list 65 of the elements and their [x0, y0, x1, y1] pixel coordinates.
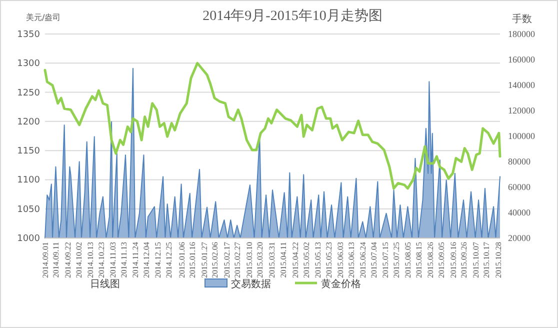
line-series [44, 62, 502, 190]
x-tick-label: 2014.10.23 [96, 242, 106, 278]
y-tick-label: 1300 [17, 59, 40, 70]
y2-axis-title: 手数 [512, 13, 532, 25]
x-tick-label: 2014.09.22 [64, 242, 73, 278]
x-tick-label: 2014.09.01 [41, 242, 50, 278]
y-tick-label: 1250 [17, 88, 40, 98]
x-tick-label: 2015.03.10 [244, 242, 254, 278]
y-tick-label: 1050 [17, 204, 40, 215]
x-tick-label: 2015.03.31 [267, 242, 276, 278]
legend-label: 交易数据 [231, 278, 271, 290]
y2-tick-label: 80000 [508, 156, 531, 166]
x-tick-label: 2015.01.27 [200, 242, 209, 278]
x-tick-label: 2014.10.13 [86, 242, 96, 278]
x-tick-label: 2015.09.16 [448, 242, 458, 278]
x-tick-label: 2015.08.15 [414, 242, 424, 278]
x-tick-label: 2014.12.15 [154, 242, 163, 278]
y2-tick-label: 140000 [508, 80, 536, 90]
x-tick-label: 2015.07.25 [392, 242, 401, 278]
y-tick-label: 1200 [17, 117, 40, 128]
x-tick-label: 2014.12.25 [164, 242, 174, 278]
x-tick-label: 2015.04.22 [291, 242, 300, 278]
x-tick-label: 2014.09.11 [52, 242, 61, 278]
x-tick-label: 2015.03.20 [256, 242, 265, 278]
y-tick-label: 1150 [17, 146, 40, 157]
y2-tick-label: 180000 [508, 29, 536, 39]
x-tick-label: 2015.05.23 [324, 242, 334, 278]
x-tick-label: 2015.10.17 [482, 242, 492, 278]
x-tick-label: 2015.06.24 [358, 242, 368, 278]
x-tick-label: 2015.05.13 [314, 242, 323, 278]
x-tick-label: 2014.11.24 [131, 242, 140, 278]
text: 日线图 [90, 278, 120, 290]
y2-tick-label: 100000 [508, 131, 536, 141]
x-tick-label: 2015.10.07 [471, 242, 480, 278]
x-tick-label: 2015.02.06 [210, 242, 220, 278]
x-tick-label: 2015.07.15 [381, 242, 390, 278]
y2-tick-label: 40000 [508, 208, 531, 218]
x-tick-label: 2015.08.05 [404, 242, 413, 278]
legend-label: 黄金价格 [321, 278, 361, 290]
x-tick-label: 2014.10.02 [74, 242, 84, 278]
x-tick-label: 2015.01.16 [188, 242, 198, 278]
x-tick-label: 2015.05.02 [302, 242, 311, 278]
x-tick-label: 2015.08.26 [426, 242, 436, 278]
x-tick-label: 2015.07.04 [369, 242, 378, 278]
y2-tick-label: 60000 [508, 182, 531, 192]
x-tick-label: 2015.02.17 [222, 242, 232, 278]
y2-tick-label: 20000 [508, 233, 531, 243]
y-tick-label: 1000 [17, 234, 40, 244]
x-tick-label: 2015.10.28 [494, 242, 503, 278]
x-tick-label: 2014.11.03 [108, 242, 118, 278]
x-tick-label: 2015.09.05 [436, 242, 446, 278]
x-tick-label: 2014.12.04 [142, 242, 151, 278]
y-tick-label: 1350 [17, 30, 40, 40]
x-tick-label: 2015.06.03 [336, 242, 346, 278]
x-tick-label: 2015.09.26 [460, 242, 469, 278]
y2-tick-label: 120000 [508, 106, 536, 116]
y2-tick-label: 160000 [508, 54, 536, 64]
chart-title: 2014年9月-2015年10月走势图 [202, 8, 382, 24]
y-axis-title: 美元/盎司 [26, 13, 61, 22]
x-tick-label: 2014.11.13 [119, 242, 128, 278]
x-tick-label: 2015.04.11 [279, 242, 288, 278]
x-tick-label: 2015.06.13 [346, 242, 356, 278]
x-tick-label: 2015.01.06 [177, 242, 186, 278]
y-tick-label: 1100 [17, 176, 40, 186]
x-tick-label: 2015.02.27 [233, 242, 242, 278]
